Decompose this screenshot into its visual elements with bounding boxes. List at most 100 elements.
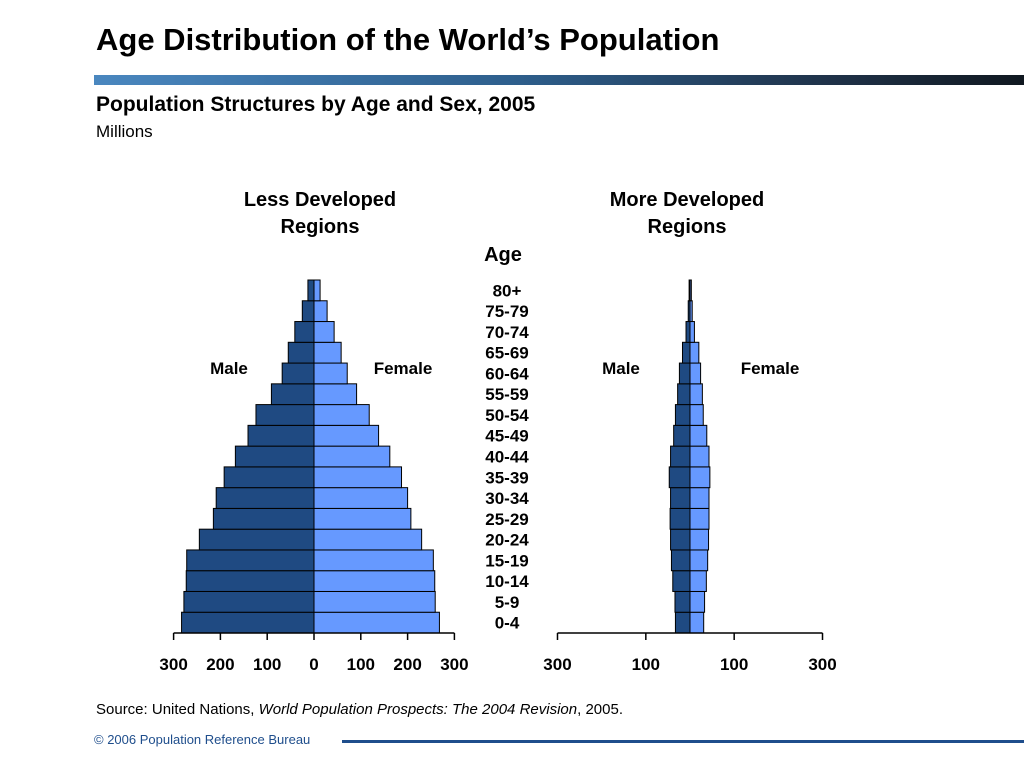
more-developed-male-bar-10-14 bbox=[672, 570, 691, 592]
less-developed-male-bar-80plus bbox=[307, 279, 315, 302]
less-developed-female-bar-75-79 bbox=[313, 300, 328, 323]
less-developed-male-bar-15-19 bbox=[186, 549, 315, 572]
age-group-label-40-44: 40-44 bbox=[485, 448, 529, 467]
less-developed-x-tick-label: 100 bbox=[347, 655, 375, 674]
less-developed-x-tick-label: 200 bbox=[206, 655, 234, 674]
less-developed-female-bar-20-24 bbox=[313, 528, 423, 551]
less-developed-female-bar-0-4 bbox=[313, 611, 440, 634]
less-developed-female-bar-40-44 bbox=[313, 445, 391, 468]
less-developed-female-bar-65-69 bbox=[313, 341, 342, 364]
less-developed-male-bar-40-44 bbox=[234, 445, 315, 468]
more-developed-male-bar-5-9 bbox=[674, 590, 691, 613]
age-group-label-45-49: 45-49 bbox=[485, 427, 528, 446]
more-developed-female-label: Female bbox=[741, 359, 800, 378]
age-group-label-15-19: 15-19 bbox=[485, 551, 528, 570]
less-developed-female-bar-35-39 bbox=[313, 466, 403, 489]
more-developed-male-bar-35-39 bbox=[668, 466, 691, 489]
less-developed-male-bar-45-49 bbox=[247, 424, 315, 447]
more-developed-female-bar-50-54 bbox=[689, 404, 704, 426]
more-developed-x-tick-label: 300 bbox=[543, 655, 571, 674]
more-developed-female-bar-10-14 bbox=[689, 570, 707, 592]
less-developed-male-bar-25-29 bbox=[212, 507, 315, 530]
age-group-label-0-4: 0-4 bbox=[495, 614, 520, 633]
less-developed-male-bar-65-69 bbox=[287, 341, 315, 364]
more-developed-female-bar-65-69 bbox=[689, 341, 700, 364]
less-developed-male-bar-55-59 bbox=[270, 383, 315, 406]
age-group-label-35-39: 35-39 bbox=[485, 468, 528, 487]
age-group-label-10-14: 10-14 bbox=[485, 572, 529, 591]
units-label: Millions bbox=[96, 122, 153, 141]
less-developed-male-bar-20-24 bbox=[198, 528, 315, 551]
more-developed-female-bar-25-29 bbox=[689, 507, 710, 530]
more-developed-male-bar-65-69 bbox=[681, 341, 691, 364]
more-developed-female-bar-60-64 bbox=[689, 362, 702, 385]
more-developed-male-bar-55-59 bbox=[677, 383, 691, 406]
less-developed-male-bar-75-79 bbox=[301, 300, 315, 323]
less-developed-male-bar-0-4 bbox=[181, 611, 315, 634]
more-developed-male-bar-15-19 bbox=[670, 549, 691, 572]
more-developed-male-bar-50-54 bbox=[674, 404, 691, 426]
more-developed-male-bar-20-24 bbox=[670, 528, 691, 551]
copyright-footer: © 2006 Population Reference Bureau bbox=[94, 732, 311, 747]
source-prefix: Source: United Nations, bbox=[96, 701, 259, 718]
age-group-label-65-69: 65-69 bbox=[485, 344, 528, 363]
less-developed-x-tick-label: 300 bbox=[440, 655, 468, 674]
less-developed-female-label: Female bbox=[374, 359, 433, 378]
less-developed-male-label: Male bbox=[210, 359, 248, 378]
age-group-label-55-59: 55-59 bbox=[485, 385, 528, 404]
more-developed-male-bar-30-34 bbox=[670, 487, 691, 509]
more-developed-female-bar-15-19 bbox=[689, 549, 709, 572]
less-developed-female-bar-30-34 bbox=[313, 487, 409, 509]
age-group-label-20-24: 20-24 bbox=[485, 531, 529, 550]
more-developed-female-bar-0-4 bbox=[689, 611, 705, 634]
more-developed-panel-title-line-1: More Developed bbox=[610, 189, 764, 211]
source-title: World Population Prospects: The 2004 Rev… bbox=[258, 701, 578, 718]
less-developed-x-tick-label: 0 bbox=[309, 655, 318, 674]
more-developed-x-tick-label: 100 bbox=[720, 655, 748, 674]
more-developed-panel-title-line-2: Regions bbox=[648, 216, 727, 238]
page-title: Age Distribution of the World’s Populati… bbox=[96, 22, 720, 57]
age-group-label-70-74: 70-74 bbox=[485, 323, 529, 342]
less-developed-female-bar-10-14 bbox=[313, 570, 436, 592]
age-group-label-60-64: 60-64 bbox=[485, 364, 529, 383]
less-developed-male-bar-50-54 bbox=[255, 404, 315, 426]
more-developed-male-bar-70-74 bbox=[685, 321, 691, 343]
more-developed-male-bar-60-64 bbox=[678, 362, 691, 385]
footer-divider-bar bbox=[342, 740, 1024, 743]
more-developed-female-bar-5-9 bbox=[689, 590, 706, 613]
less-developed-x-tick-label: 100 bbox=[253, 655, 281, 674]
age-group-label-50-54: 50-54 bbox=[485, 406, 529, 425]
less-developed-male-bar-70-74 bbox=[294, 321, 315, 343]
more-developed-female-bar-30-34 bbox=[689, 487, 710, 509]
less-developed-male-bar-30-34 bbox=[215, 487, 315, 509]
age-group-label-75-79: 75-79 bbox=[485, 302, 528, 321]
more-developed-male-bar-40-44 bbox=[670, 445, 691, 468]
age-group-label-80plus: 80+ bbox=[493, 281, 522, 300]
age-group-label-25-29: 25-29 bbox=[485, 510, 528, 529]
less-developed-male-bar-10-14 bbox=[185, 570, 315, 592]
more-developed-female-bar-55-59 bbox=[689, 383, 703, 406]
title-divider-bar bbox=[94, 75, 1024, 85]
more-developed-female-bar-20-24 bbox=[689, 528, 710, 551]
less-developed-x-tick-label: 300 bbox=[159, 655, 187, 674]
source-citation: Source: United Nations, World Population… bbox=[96, 701, 623, 718]
less-developed-male-bar-5-9 bbox=[183, 590, 315, 613]
age-axis-title: Age bbox=[484, 244, 522, 266]
more-developed-female-bar-40-44 bbox=[689, 445, 710, 468]
less-developed-male-bar-35-39 bbox=[223, 466, 315, 489]
more-developed-female-bar-45-49 bbox=[689, 424, 708, 447]
less-developed-female-bar-70-74 bbox=[313, 321, 335, 343]
less-developed-x-tick-label: 200 bbox=[393, 655, 421, 674]
more-developed-x-tick-label: 300 bbox=[808, 655, 836, 674]
source-suffix: , 2005. bbox=[577, 701, 623, 718]
less-developed-female-bar-15-19 bbox=[313, 549, 434, 572]
less-developed-female-bar-60-64 bbox=[313, 362, 348, 385]
less-developed-female-bar-50-54 bbox=[313, 404, 370, 426]
age-group-label-30-34: 30-34 bbox=[485, 489, 529, 508]
more-developed-male-bar-0-4 bbox=[674, 611, 691, 634]
less-developed-female-bar-45-49 bbox=[313, 424, 380, 447]
age-group-label-5-9: 5-9 bbox=[495, 593, 520, 612]
less-developed-female-bar-55-59 bbox=[313, 383, 358, 406]
chart-subtitle: Population Structures by Age and Sex, 20… bbox=[96, 93, 536, 116]
less-developed-panel-title-line-1: Less Developed bbox=[244, 189, 396, 211]
